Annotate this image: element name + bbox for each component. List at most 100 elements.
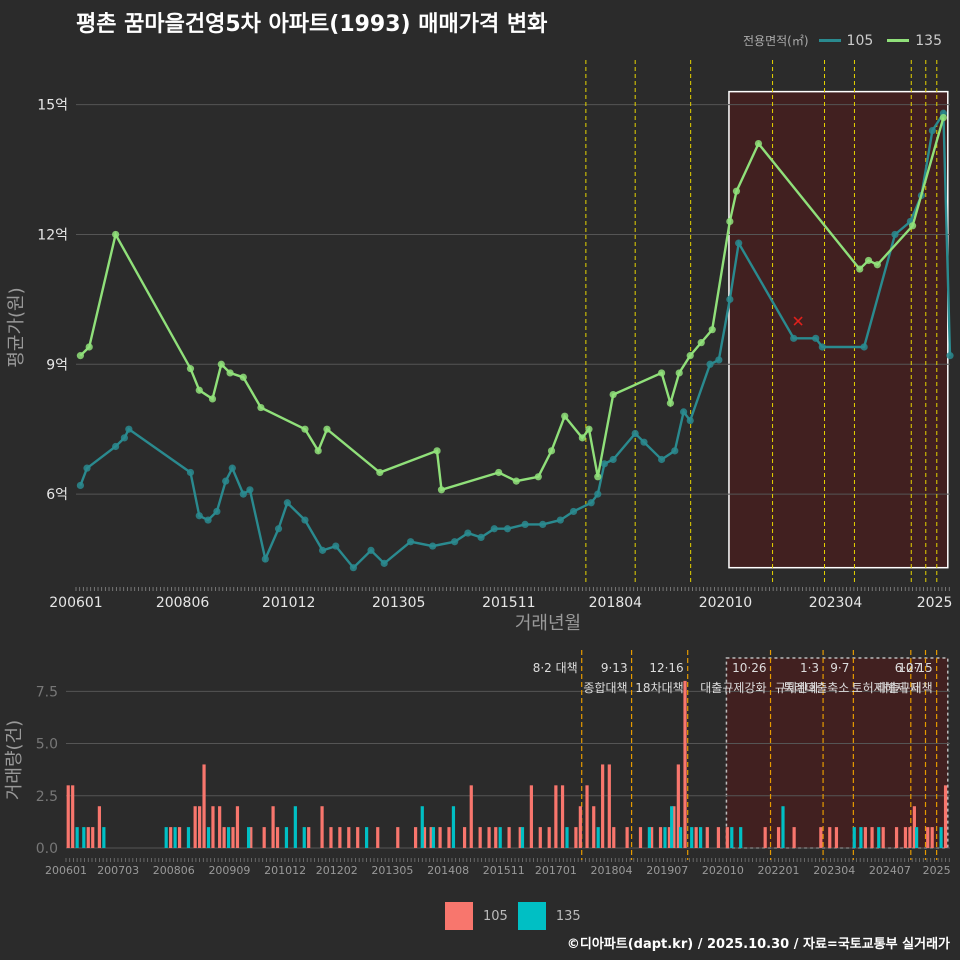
y-axis-title: 평균가(원) — [6, 287, 27, 367]
data-point-135 — [314, 447, 322, 455]
bar-135 — [859, 827, 863, 848]
bar-105 — [908, 827, 912, 848]
bar-105 — [222, 827, 226, 848]
bar-105 — [86, 827, 90, 848]
data-point-105 — [186, 468, 195, 477]
data-point-105 — [318, 546, 327, 554]
policy-annotation-date: 8·2 대책 — [533, 660, 578, 675]
x-tick-label: 201511 — [482, 595, 535, 611]
data-point-105 — [521, 520, 529, 529]
bar-x-tick-label: 2025 — [923, 864, 951, 877]
bar-105 — [716, 827, 721, 848]
data-point-105 — [569, 507, 578, 516]
bar-105 — [438, 827, 442, 848]
data-point-105 — [891, 230, 899, 239]
bar-x-tick-label: 200909 — [208, 864, 250, 877]
data-point-105 — [818, 343, 826, 351]
data-point-135 — [257, 403, 265, 412]
bar-x-tick-label: 200703 — [97, 864, 139, 877]
bar-105 — [819, 827, 823, 848]
policy-annotation-name: 종합대책 — [583, 680, 627, 695]
data-point-105 — [671, 447, 679, 455]
data-point-105 — [349, 564, 357, 572]
bar-105 — [592, 806, 596, 848]
bar-105 — [66, 785, 70, 848]
bar-135 — [596, 827, 600, 848]
data-point-105 — [301, 516, 309, 524]
bar-135 — [246, 827, 251, 848]
bar-105 — [903, 827, 908, 848]
bar-x-tick-label: 201012 — [264, 864, 306, 877]
bar-135 — [431, 827, 436, 848]
bar-105 — [763, 827, 767, 848]
bar-x-tick-label: 200806 — [153, 864, 195, 877]
line-legend: 전용면적(㎡) 105 135 — [743, 32, 950, 49]
bar-x-tick-label: 201701 — [535, 864, 577, 877]
bar-105 — [926, 827, 930, 848]
bar-135 — [164, 827, 168, 848]
bar-105 — [376, 827, 380, 848]
bar-105 — [676, 764, 680, 848]
bar-105 — [792, 827, 796, 848]
data-point-105 — [464, 529, 472, 537]
data-point-105 — [790, 334, 798, 342]
data-point-105 — [600, 460, 608, 468]
data-point-105 — [928, 126, 936, 135]
bar-105 — [638, 827, 643, 848]
x-tick-label: 201012 — [262, 595, 315, 611]
highlight-region — [728, 90, 949, 569]
bar-135 — [420, 806, 424, 848]
data-point-135 — [864, 256, 873, 265]
data-point-135 — [112, 230, 120, 239]
bar-105 — [894, 827, 899, 848]
data-point-105 — [726, 295, 734, 303]
chart-title: 평촌 꿈마을건영5차 아파트(1993) 매매가격 변화 — [76, 12, 548, 37]
data-point-135 — [195, 386, 203, 394]
bar-105 — [494, 827, 498, 848]
data-point-105 — [120, 434, 129, 442]
x-tick-label: 202010 — [699, 595, 752, 611]
data-point-105 — [274, 525, 283, 533]
bar-105 — [193, 806, 197, 848]
data-point-105 — [222, 477, 230, 485]
data-point-105 — [587, 499, 595, 507]
bar-105 — [828, 827, 832, 848]
data-point-105 — [239, 490, 247, 498]
data-point-135 — [585, 425, 593, 433]
data-point-105 — [706, 360, 714, 368]
bar-105 — [218, 806, 222, 848]
bar-105 — [429, 827, 433, 848]
data-point-135 — [433, 447, 441, 455]
bar-105 — [930, 827, 934, 848]
data-point-135 — [666, 399, 675, 407]
data-point-135 — [85, 343, 93, 351]
bar-y-tick-label: 2.5 — [36, 789, 58, 805]
bar-105 — [347, 827, 351, 848]
data-point-105 — [631, 429, 639, 438]
legend-title: 전용면적(㎡) — [743, 34, 809, 48]
x-tick-label: 202304 — [809, 595, 863, 611]
x-axis-title: 거래년월 — [515, 613, 581, 634]
bar-legend-label-105: 105 — [483, 908, 508, 924]
bar-105 — [271, 806, 275, 848]
data-point-135 — [76, 352, 85, 360]
bar-105 — [307, 827, 311, 848]
data-point-105 — [860, 343, 868, 351]
data-point-105 — [539, 520, 547, 529]
bar-135 — [565, 827, 569, 848]
data-point-105 — [658, 455, 666, 464]
data-point-135 — [708, 326, 716, 334]
bar-135 — [739, 827, 743, 848]
data-point-135 — [512, 477, 520, 485]
bar-105 — [329, 827, 333, 848]
bar-135 — [75, 827, 79, 848]
bar-105 — [462, 827, 467, 848]
data-point-105 — [83, 464, 91, 472]
bar-135 — [226, 827, 231, 848]
data-point-135 — [697, 339, 705, 347]
data-point-135 — [658, 369, 666, 377]
bar-105 — [694, 827, 698, 848]
bar-105 — [912, 806, 916, 848]
bar-105 — [198, 806, 202, 848]
bar-105 — [650, 827, 654, 848]
